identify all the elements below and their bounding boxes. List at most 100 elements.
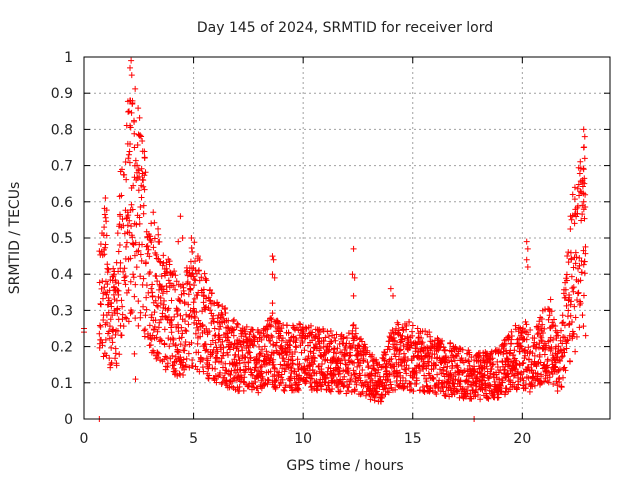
data-point: [350, 341, 357, 348]
data-point: [138, 133, 145, 140]
data-point: [148, 239, 155, 246]
data-point: [140, 210, 147, 217]
data-point: [328, 338, 335, 345]
data-point: [271, 364, 278, 371]
data-point: [190, 273, 197, 280]
data-point: [269, 271, 276, 278]
data-point: [263, 348, 270, 355]
data-point: [205, 294, 212, 301]
data-point: [279, 335, 286, 342]
data-point: [476, 352, 483, 359]
data-point: [284, 322, 291, 329]
data-point: [479, 381, 486, 388]
data-point: [293, 336, 300, 343]
data-point: [181, 347, 188, 354]
data-point: [288, 382, 295, 389]
data-point: [580, 126, 587, 133]
data-point: [333, 331, 340, 338]
data-point: [571, 303, 578, 310]
data-point: [259, 346, 266, 353]
data-point: [384, 377, 391, 384]
data-point: [190, 299, 197, 306]
data-point: [341, 373, 348, 380]
data-point: [454, 388, 461, 395]
data-point: [195, 349, 202, 356]
data-point: [109, 339, 116, 346]
data-point: [195, 267, 202, 274]
data-point: [125, 287, 132, 294]
data-point: [508, 336, 515, 343]
data-point: [379, 393, 386, 400]
data-point: [325, 333, 332, 340]
data-point: [423, 382, 430, 389]
data-point: [582, 250, 589, 257]
data-point: [137, 251, 144, 258]
data-point: [362, 392, 369, 399]
data-point: [548, 308, 555, 315]
data-point: [281, 358, 288, 365]
data-point: [465, 358, 472, 365]
data-point: [179, 330, 186, 337]
data-point: [568, 298, 575, 305]
data-point: [533, 341, 540, 348]
data-point: [495, 376, 502, 383]
data-point: [149, 293, 156, 300]
data-point: [158, 337, 165, 344]
data-point: [357, 360, 364, 367]
data-point: [523, 321, 530, 328]
data-point: [410, 353, 417, 360]
data-point: [172, 342, 179, 349]
data-point: [413, 377, 420, 384]
data-point: [217, 369, 224, 376]
data-point: [135, 166, 142, 173]
data-point: [151, 235, 158, 242]
x-tick-label: 15: [404, 431, 422, 447]
data-point: [229, 327, 236, 334]
data-point: [211, 318, 218, 325]
data-point: [551, 363, 558, 370]
data-point: [159, 290, 166, 297]
data-point: [280, 355, 287, 362]
data-point: [197, 333, 204, 340]
data-point: [256, 350, 263, 357]
data-point: [113, 362, 120, 369]
axis-ticks: 00.10.20.30.40.50.60.70.80.910 5 10 15 20: [51, 50, 610, 447]
data-point: [442, 356, 449, 363]
data-point: [336, 370, 343, 377]
data-point: [565, 249, 572, 256]
data-point: [101, 211, 108, 218]
data-point: [533, 363, 540, 370]
data-point: [538, 316, 545, 323]
data-point: [164, 360, 171, 367]
data-point: [577, 300, 584, 307]
data-point: [527, 327, 534, 334]
data-point: [538, 371, 545, 378]
data-point: [189, 357, 196, 364]
data-point: [106, 287, 113, 294]
data-point: [268, 316, 275, 323]
data-point: [451, 383, 458, 390]
data-point: [390, 292, 397, 299]
data-point: [125, 212, 132, 219]
data-point: [463, 393, 470, 400]
data-point: [575, 265, 582, 272]
data-point: [265, 377, 272, 384]
data-point: [168, 324, 175, 331]
data-point: [580, 323, 587, 330]
data-point: [232, 351, 239, 358]
data-point: [252, 379, 259, 386]
data-point: [441, 347, 448, 354]
data-point: [254, 338, 261, 345]
data-point: [193, 321, 200, 328]
data-point: [153, 251, 160, 258]
data-point: [466, 358, 473, 365]
data-point: [204, 357, 211, 364]
data-point: [295, 381, 302, 388]
data-point: [378, 398, 385, 405]
data-point: [168, 329, 175, 336]
data-point: [161, 341, 168, 348]
data-point: [528, 367, 535, 374]
data-point: [296, 360, 303, 367]
data-point: [128, 309, 135, 316]
